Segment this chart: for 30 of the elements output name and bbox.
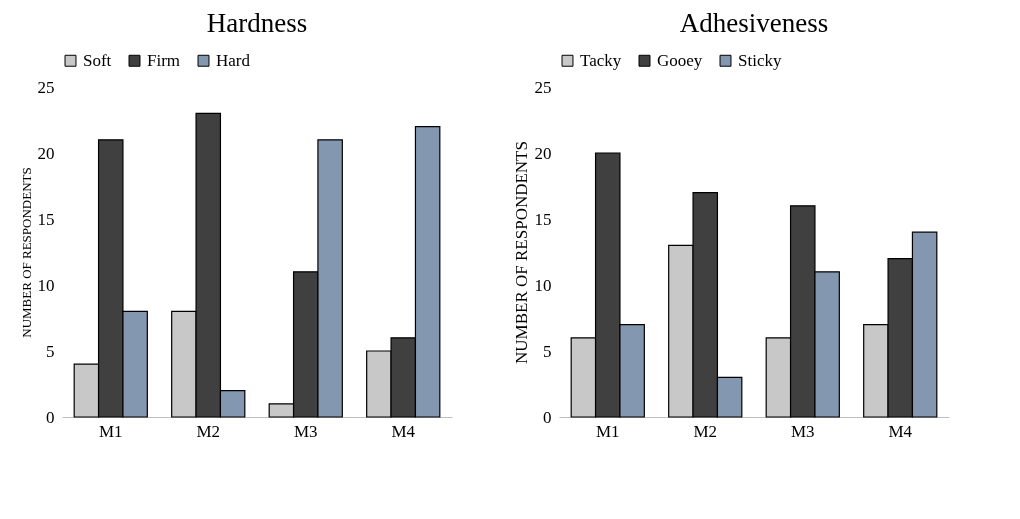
x-tick-label: M4 [888, 421, 913, 441]
x-tick-label: M4 [391, 421, 416, 441]
y-tick-label: 0 [46, 407, 55, 427]
y-axis-title: NUMBER OF RESPONDENTS [511, 141, 531, 364]
y-tick-label: 25 [534, 77, 552, 97]
y-tick-label: 25 [37, 77, 55, 97]
chart-title: Adhesiveness [679, 8, 829, 38]
x-tick-label: M1 [595, 421, 620, 441]
x-tick-label: M3 [790, 421, 815, 441]
x-tick-label: M2 [196, 421, 221, 441]
legend-label: Tacky [580, 50, 622, 70]
y-tick-label: 20 [534, 143, 552, 163]
y-tick-label: 10 [534, 275, 552, 295]
y-tick-label: 15 [37, 209, 55, 229]
legend-label: Soft [83, 50, 112, 70]
y-tick-label: 5 [46, 341, 55, 361]
y-tick-label: 0 [543, 407, 552, 427]
y-tick-label: 20 [37, 143, 55, 163]
chart-title: Hardness [206, 8, 308, 38]
x-tick-label: M1 [98, 421, 123, 441]
y-tick-label: 15 [534, 209, 552, 229]
legend-label: Sticky [738, 50, 782, 70]
y-tick-label: 5 [543, 341, 552, 361]
legend-label: Hard [216, 50, 251, 70]
y-tick-label: 10 [37, 275, 55, 295]
x-tick-label: M2 [693, 421, 718, 441]
x-tick-label: M3 [293, 421, 318, 441]
legend-label: Gooey [657, 50, 703, 70]
legend-label: Firm [147, 50, 181, 70]
y-axis-title: NUMBER OF RESPONDENTS [18, 167, 34, 338]
